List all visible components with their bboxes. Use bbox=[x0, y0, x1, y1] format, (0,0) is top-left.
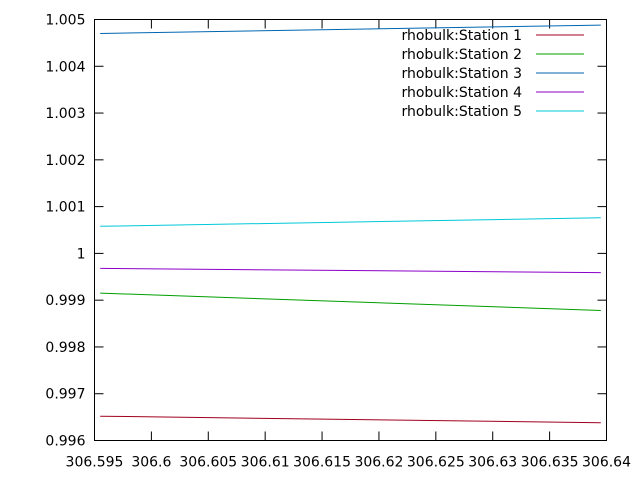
series-line-station-4 bbox=[100, 267, 601, 274]
legend-label-station-4: rhobulk:Station 4 bbox=[401, 85, 522, 101]
y-tick-label: 0.996 bbox=[45, 434, 85, 450]
x-tick-label: 306.63 bbox=[468, 455, 517, 471]
legend-label-station-1: rhobulk:Station 1 bbox=[401, 28, 522, 44]
x-tick-label: 306.595 bbox=[66, 455, 124, 471]
y-tick-label: 1.004 bbox=[45, 59, 85, 75]
y-tick-label: 1.003 bbox=[45, 106, 85, 122]
y-tick-label: 1.005 bbox=[45, 13, 85, 29]
x-tick-label: 306.62 bbox=[354, 455, 403, 471]
y-tick-labels: 0.996 0.997 0.998 0.999 1 1.001 1.002 1.003 1.00… bbox=[45, 13, 85, 450]
x-tick-label: 306.605 bbox=[179, 455, 237, 471]
legend-label-station-3: rhobulk:Station 3 bbox=[401, 66, 522, 82]
y-tick-label: 0.999 bbox=[45, 293, 85, 309]
series-line-station-3 bbox=[100, 24, 601, 34]
x-tick-marks bbox=[94, 19, 607, 441]
series-line-station-1 bbox=[100, 415, 601, 424]
x-tick-label: 306.6 bbox=[131, 455, 171, 471]
x-tick-label: 306.625 bbox=[407, 455, 465, 471]
y-tick-label: 1.001 bbox=[45, 200, 85, 216]
x-tick-labels: 306.595 306.6 306.605 306.61 306.615 306.62 30… bbox=[66, 455, 632, 471]
plot-frame bbox=[94, 19, 607, 441]
x-tick-label: 306.615 bbox=[293, 455, 351, 471]
y-tick-label: 1.002 bbox=[45, 153, 85, 169]
y-tick-label: 0.997 bbox=[45, 387, 85, 403]
y-tick-label: 0.998 bbox=[45, 340, 85, 356]
series-line-station-2 bbox=[100, 292, 601, 311]
legend: rhobulk:Station 1 rhobulk:Station 2 rhobul… bbox=[401, 28, 584, 120]
x-tick-label: 306.61 bbox=[241, 455, 290, 471]
y-tick-label: 1 bbox=[77, 246, 86, 262]
series-line-station-5 bbox=[100, 217, 601, 227]
x-tick-label: 306.635 bbox=[521, 455, 579, 471]
legend-label-station-2: rhobulk:Station 2 bbox=[401, 47, 522, 63]
series-lines bbox=[100, 24, 601, 424]
y-tick-marks bbox=[94, 19, 607, 441]
legend-label-station-5: rhobulk:Station 5 bbox=[401, 104, 522, 120]
x-tick-label: 306.64 bbox=[582, 455, 631, 471]
